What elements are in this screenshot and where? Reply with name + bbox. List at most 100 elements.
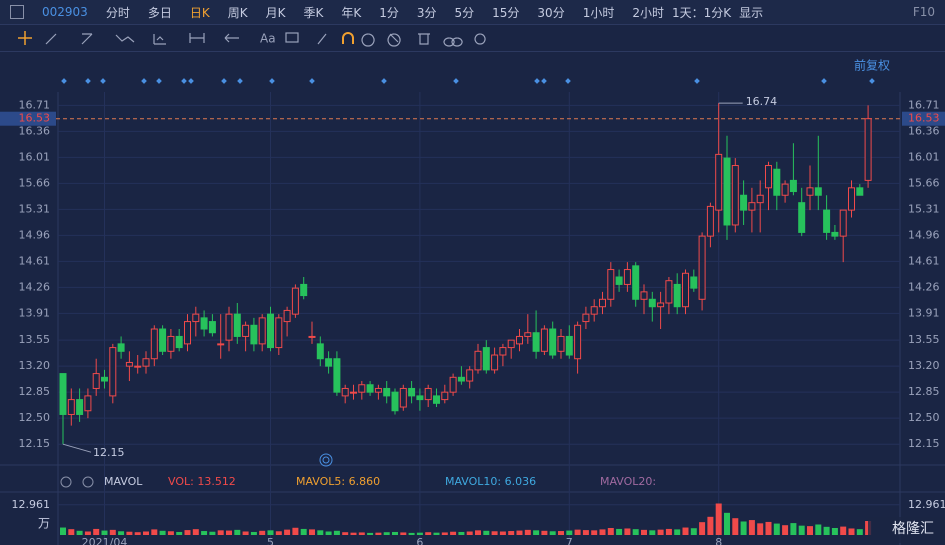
candle-body	[399, 387, 407, 408]
volume-bar	[782, 525, 789, 535]
volume-bar	[325, 531, 332, 535]
volume-bar	[533, 530, 540, 535]
candle-body	[574, 324, 582, 360]
panel-icon[interactable]	[10, 5, 24, 19]
y-tick-label: 14.96	[19, 228, 51, 241]
magnet-icon[interactable]	[342, 32, 354, 44]
period-tab[interactable]: 2小时	[632, 5, 664, 20]
y-tick-label-right: 13.91	[908, 306, 940, 319]
period-tab[interactable]: 日K	[189, 5, 210, 20]
y-tick-label-right: 14.96	[908, 228, 940, 241]
volume-bar	[607, 528, 614, 535]
mavol10-value: MAVOL10: 6.036	[445, 475, 536, 488]
volume-bar	[524, 529, 531, 535]
candle-body	[408, 387, 416, 397]
candle-body	[648, 298, 656, 308]
volume-bar	[574, 529, 581, 535]
candle-body	[275, 317, 283, 349]
y-tick-label: 14.61	[19, 254, 51, 267]
volume-bar	[383, 532, 390, 535]
move-icon[interactable]	[18, 31, 32, 45]
candle-body	[67, 399, 75, 415]
volume-bar	[458, 531, 465, 535]
volume-bar	[267, 530, 274, 535]
volume-bar	[367, 532, 374, 535]
candle-body	[449, 376, 457, 393]
range-select[interactable]: 1天：1分K	[671, 5, 732, 20]
period-tab[interactable]: 月K	[265, 5, 286, 20]
candle-body	[208, 321, 216, 334]
x-tick-label: 2021/04	[82, 536, 128, 545]
period-tab[interactable]: 周K	[227, 5, 248, 20]
display-select[interactable]: 显示	[739, 5, 764, 20]
volume-bar	[176, 531, 183, 535]
candle-body	[374, 387, 382, 393]
candle-body	[366, 384, 374, 393]
candle-body	[507, 339, 515, 349]
candle-body	[590, 306, 598, 315]
candle-body	[848, 187, 855, 211]
volume-bar	[566, 530, 573, 535]
event-icon[interactable]	[319, 453, 333, 467]
candle-body	[200, 317, 208, 330]
period-tab[interactable]: 15分	[492, 5, 520, 20]
volume-bar	[699, 522, 706, 535]
chart: 前复权 MAVOL VOL: 13.512 MAVOL5: 6.860 MAVO…	[0, 52, 945, 545]
candle-body	[433, 395, 440, 404]
period-tab[interactable]: 多日	[147, 5, 172, 20]
indicator-name[interactable]: MAVOL	[104, 475, 143, 488]
volume-bar	[599, 529, 606, 535]
close-icon[interactable]	[82, 476, 94, 488]
period-tab[interactable]: 季K	[303, 5, 324, 20]
event-icon[interactable]	[322, 456, 330, 464]
stock-code[interactable]: 002903	[42, 5, 88, 19]
candle-body	[175, 335, 183, 349]
volume-bar	[491, 531, 498, 535]
volume-bar	[300, 528, 307, 535]
volume-bar	[715, 503, 722, 535]
text-tool[interactable]: Aa	[260, 32, 276, 46]
period-tab[interactable]: 3分	[416, 5, 437, 20]
candle-body	[283, 309, 291, 323]
tool-icons[interactable]	[45, 32, 486, 47]
candle-body	[167, 335, 175, 352]
candle-body	[623, 269, 631, 285]
adjust-mode[interactable]: 前复权	[854, 58, 890, 73]
volume-bar	[798, 525, 805, 535]
candle-body	[532, 332, 540, 352]
period-tab[interactable]: 年K	[341, 5, 362, 20]
candle-body	[358, 384, 366, 393]
settings-icon[interactable]	[60, 476, 72, 488]
candle-body	[516, 335, 523, 345]
candle-body	[789, 179, 797, 193]
candle-body	[325, 358, 333, 367]
candle-body	[557, 335, 565, 352]
period-tab[interactable]: 1小时	[582, 5, 615, 20]
y-tick-label: 12.50	[19, 411, 51, 424]
candle-body	[316, 343, 324, 360]
period-tab[interactable]: 1分	[379, 5, 399, 20]
candle-body	[856, 187, 864, 196]
period-tab[interactable]: 分时	[105, 5, 130, 20]
y-tick-label-right: 16.36	[908, 124, 940, 137]
candle-body	[150, 328, 158, 360]
volume-bar	[499, 531, 506, 535]
volume-bar	[475, 530, 481, 535]
volume-bar	[167, 531, 174, 535]
candle-body	[482, 347, 490, 371]
volume-bar	[226, 530, 232, 535]
x-tick-label: 5	[267, 536, 274, 545]
drawing-icons: Aa	[18, 31, 486, 47]
f10-button[interactable]: F10	[912, 5, 935, 19]
y-tick-label-right: 16.01	[908, 150, 940, 163]
y-tick-label-right: 12.15	[908, 437, 940, 450]
period-tab[interactable]: 30分	[537, 5, 565, 20]
volume-bar	[641, 529, 647, 535]
volume-bar	[184, 530, 191, 535]
mavol20-value: MAVOL20:	[600, 475, 656, 488]
candle-body	[291, 287, 299, 315]
y-tick-label-right: 15.66	[908, 176, 940, 189]
period-tab[interactable]: 5分	[454, 5, 475, 20]
candle-body	[466, 369, 474, 382]
volume-bar	[250, 531, 257, 535]
